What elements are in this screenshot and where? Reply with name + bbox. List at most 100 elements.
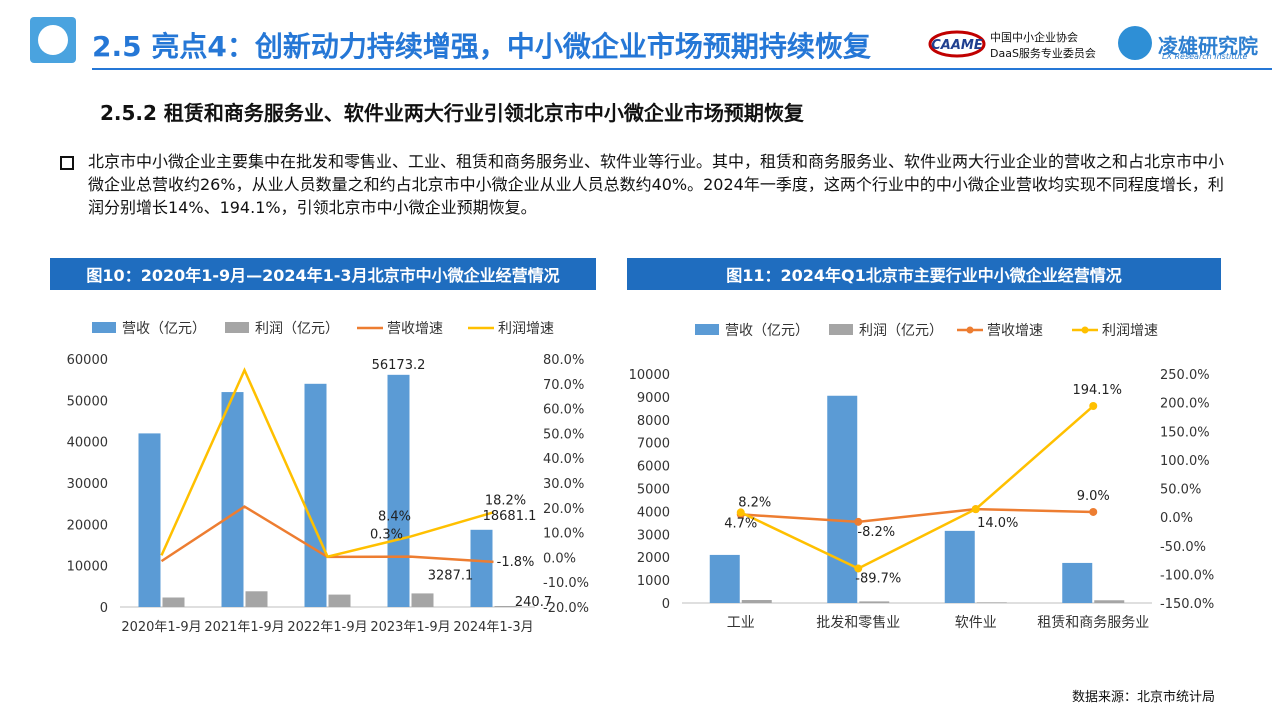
- c2-ytick: 3000: [637, 528, 670, 543]
- c2-point-profit-growth: [736, 508, 745, 517]
- c2-legend-marker-3: [1081, 326, 1089, 334]
- chart2: 营收（亿元） 利润（亿元） 营收增速 利润增速 0 1000 2000 3000 4000 500…: [629, 323, 1215, 631]
- caame-logo-icon: CAAME: [928, 30, 986, 58]
- c1-y2tick: -10.0%: [543, 576, 589, 591]
- c1-ytick: 50000: [67, 394, 108, 409]
- c2-line-revenue-growth: [740, 507, 1094, 524]
- c2-data-label: -8.2%: [857, 525, 895, 540]
- c2-data-label: 9.0%: [1077, 489, 1110, 504]
- c2-ytick: 1000: [637, 574, 670, 589]
- c1-bar-revenue: [221, 392, 244, 607]
- c2-bar-revenue: [709, 554, 740, 603]
- c1-data-label: 8.4%: [378, 510, 411, 525]
- c1-data-label: 56173.2: [372, 358, 426, 373]
- lx-institute-name: 凌雄研究院: [1158, 34, 1258, 58]
- c2-bar-profit: [976, 602, 1007, 603]
- c2-legend-label-0: 营收（亿元）: [725, 323, 809, 339]
- c2-y2tick: 250.0%: [1160, 368, 1210, 383]
- c2-ytick: 0: [662, 597, 670, 612]
- c1-y2tick: 40.0%: [543, 452, 584, 467]
- c1-y2tick: -20.0%: [543, 601, 589, 616]
- c1-bar-profit: [328, 594, 351, 607]
- c2-point-profit-growth: [1089, 402, 1098, 411]
- c2-legend-swatch-1: [829, 324, 853, 335]
- c2-legend-swatch-0: [695, 324, 719, 335]
- c2-legend-label-3: 利润增速: [1102, 323, 1158, 339]
- c2-y2tick: 200.0%: [1160, 397, 1210, 412]
- c1-xtick: 2023年1-9月: [370, 620, 450, 635]
- c1-data-label: 3287.1: [428, 568, 474, 583]
- c1-data-label: 240.7: [515, 595, 552, 610]
- lx-bear-logo-icon: [1118, 26, 1152, 60]
- c1-y2tick: 60.0%: [543, 403, 584, 418]
- c1-y2tick: 80.0%: [543, 353, 584, 368]
- c2-xtick: 软件业: [955, 615, 997, 631]
- bear-logo-icon: [30, 17, 76, 63]
- c2-data-label: 8.2%: [738, 495, 771, 510]
- c1-xtick: 2024年1-3月: [453, 620, 533, 635]
- c1-bar-revenue: [138, 433, 161, 607]
- c1-line-revenue-growth: [160, 505, 494, 564]
- c2-data-label: -89.7%: [855, 571, 901, 586]
- c1-xtick: 2020年1-9月: [121, 620, 201, 635]
- c2-point-revenue-growth: [854, 517, 863, 526]
- c2-point-profit-growth: [971, 505, 980, 514]
- c1-xtick: 2022年1-9月: [287, 620, 367, 635]
- c1-y2tick: 0.0%: [543, 551, 576, 566]
- c2-bar-revenue: [944, 530, 975, 603]
- c1-ytick: 40000: [67, 436, 108, 451]
- c2-y2tick: 150.0%: [1160, 425, 1210, 440]
- c1-bar-profit: [411, 593, 434, 607]
- c2-xtick: 租赁和商务服务业: [1037, 615, 1149, 631]
- c2-data-label: 14.0%: [977, 516, 1018, 531]
- c1-ytick: 60000: [67, 353, 108, 368]
- c1-bar-revenue: [304, 383, 327, 607]
- c2-point-revenue-growth: [1089, 507, 1098, 516]
- c2-xtick: 批发和零售业: [816, 615, 900, 631]
- c2-y2tick: -50.0%: [1160, 540, 1206, 555]
- c1-data-label: 0.3%: [370, 528, 403, 543]
- c2-y2tick: 0.0%: [1160, 511, 1193, 526]
- association-committee: DaaS服务专业委员会: [990, 47, 1096, 60]
- c1-legend-swatch-1: [225, 322, 249, 333]
- c1-y2tick: 70.0%: [543, 378, 584, 393]
- c1-bar-profit: [162, 597, 185, 607]
- c1-y2tick: 50.0%: [543, 427, 584, 442]
- c2-ytick: 6000: [637, 460, 670, 475]
- c1-bar-profit: [494, 606, 517, 607]
- c1-xtick: 2021年1-9月: [204, 620, 284, 635]
- title-underline: [92, 68, 1272, 70]
- c1-data-label: -1.8%: [497, 555, 535, 570]
- c2-ytick: 5000: [637, 483, 670, 498]
- data-source: 数据来源：北京市统计局: [1072, 690, 1216, 705]
- section-subtitle: 2.5.2 租赁和商务服务业、软件业两大行业引领北京市中小微企业市场预期恢复: [100, 101, 804, 125]
- c2-ytick: 10000: [629, 368, 670, 383]
- c2-y2tick: -150.0%: [1160, 597, 1214, 612]
- c2-legend-label-1: 利润（亿元）: [859, 323, 943, 339]
- c2-ytick: 2000: [637, 551, 670, 566]
- c2-legend-label-2: 营收增速: [987, 323, 1043, 339]
- c1-data-label: 18.2%: [485, 493, 526, 508]
- c2-y2tick: 50.0%: [1160, 483, 1201, 498]
- c2-ytick: 4000: [637, 505, 670, 520]
- c1-data-label: 18681.1: [483, 509, 537, 524]
- chart1: 营收（亿元） 利润（亿元） 营收增速 利润增速 0 10000 20000 30000 4000…: [67, 321, 589, 635]
- chart1-title: 图10：2020年1-9月—2024年1-3月北京市中小微企业经营情况: [50, 258, 596, 290]
- c2-line-profit-growth: [740, 405, 1095, 570]
- c1-line-profit-growth: [160, 367, 494, 559]
- c2-ytick: 9000: [637, 391, 670, 406]
- c1-legend-swatch-0: [92, 322, 116, 333]
- c2-y2tick: -100.0%: [1160, 568, 1214, 583]
- c1-ytick: 30000: [67, 477, 108, 492]
- c2-legend-marker-2: [966, 326, 974, 334]
- caame-logo-text: CAAME: [931, 38, 983, 53]
- chart2-title: 图11：2024年Q1北京市主要行业中小微企业经营情况: [627, 258, 1221, 290]
- page-title: 2.5 亮点4：创新动力持续增强，中小微企业市场预期持续恢复: [92, 30, 871, 63]
- c1-legend-label-3: 利润增速: [498, 321, 554, 337]
- c2-bar-profit: [859, 601, 890, 603]
- association-name: 中国中小企业协会: [990, 31, 1078, 44]
- c2-ytick: 8000: [637, 414, 670, 429]
- c1-ytick: 10000: [67, 560, 108, 575]
- c1-legend-label-1: 利润（亿元）: [255, 321, 339, 337]
- c1-y2tick: 10.0%: [543, 527, 584, 542]
